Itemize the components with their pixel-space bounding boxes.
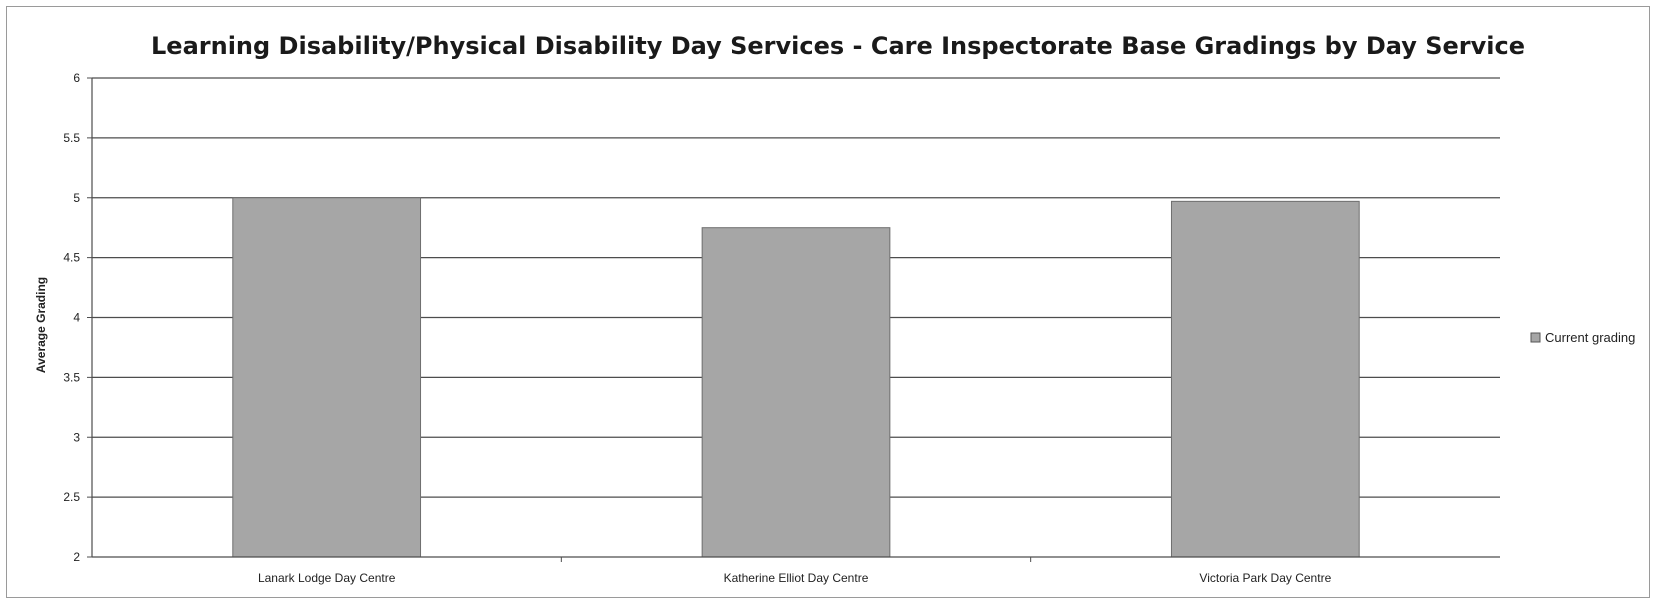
y-tick-label-4: 4	[73, 311, 80, 325]
y-tick-label-2-5: 2.5	[63, 490, 80, 504]
y-tick-label-6: 6	[73, 71, 80, 85]
legend-swatch-current-grading	[1530, 332, 1541, 343]
chart-title: Learning Disability/Physical Disability …	[151, 32, 1525, 60]
y-tick-label-2: 2	[73, 550, 80, 564]
bar-lanark-lodge-day-centre	[232, 197, 422, 558]
x-category-label-katherine-elliot-day-centre: Katherine Elliot Day Centre	[724, 571, 869, 585]
bar-victoria-park-day-centre	[1170, 200, 1360, 558]
y-tick-label-3: 3	[73, 430, 80, 444]
legend: Current grading	[1530, 330, 1635, 345]
x-category-labels: Lanark Lodge Day Centre Katherine Elliot …	[258, 571, 1332, 585]
legend-label-current-grading: Current grading	[1545, 330, 1635, 345]
y-tick-labels: 2 2.5 3 3.5 4 4.5 5 5.5 6	[63, 71, 80, 564]
axes	[87, 77, 1500, 562]
y-tick-label-5: 5	[73, 191, 80, 205]
x-category-label-lanark-lodge-day-centre: Lanark Lodge Day Centre	[258, 571, 396, 585]
x-category-label-victoria-park-day-centre: Victoria Park Day Centre	[1199, 571, 1331, 585]
bar-katherine-elliot-day-centre	[701, 227, 891, 558]
y-tick-label-4-5: 4.5	[63, 251, 80, 265]
y-axis-label: Average Grading	[34, 277, 48, 373]
y-tick-label-3-5: 3.5	[63, 370, 80, 384]
y-tick-label-5-5: 5.5	[63, 131, 80, 145]
bars	[232, 197, 1360, 558]
